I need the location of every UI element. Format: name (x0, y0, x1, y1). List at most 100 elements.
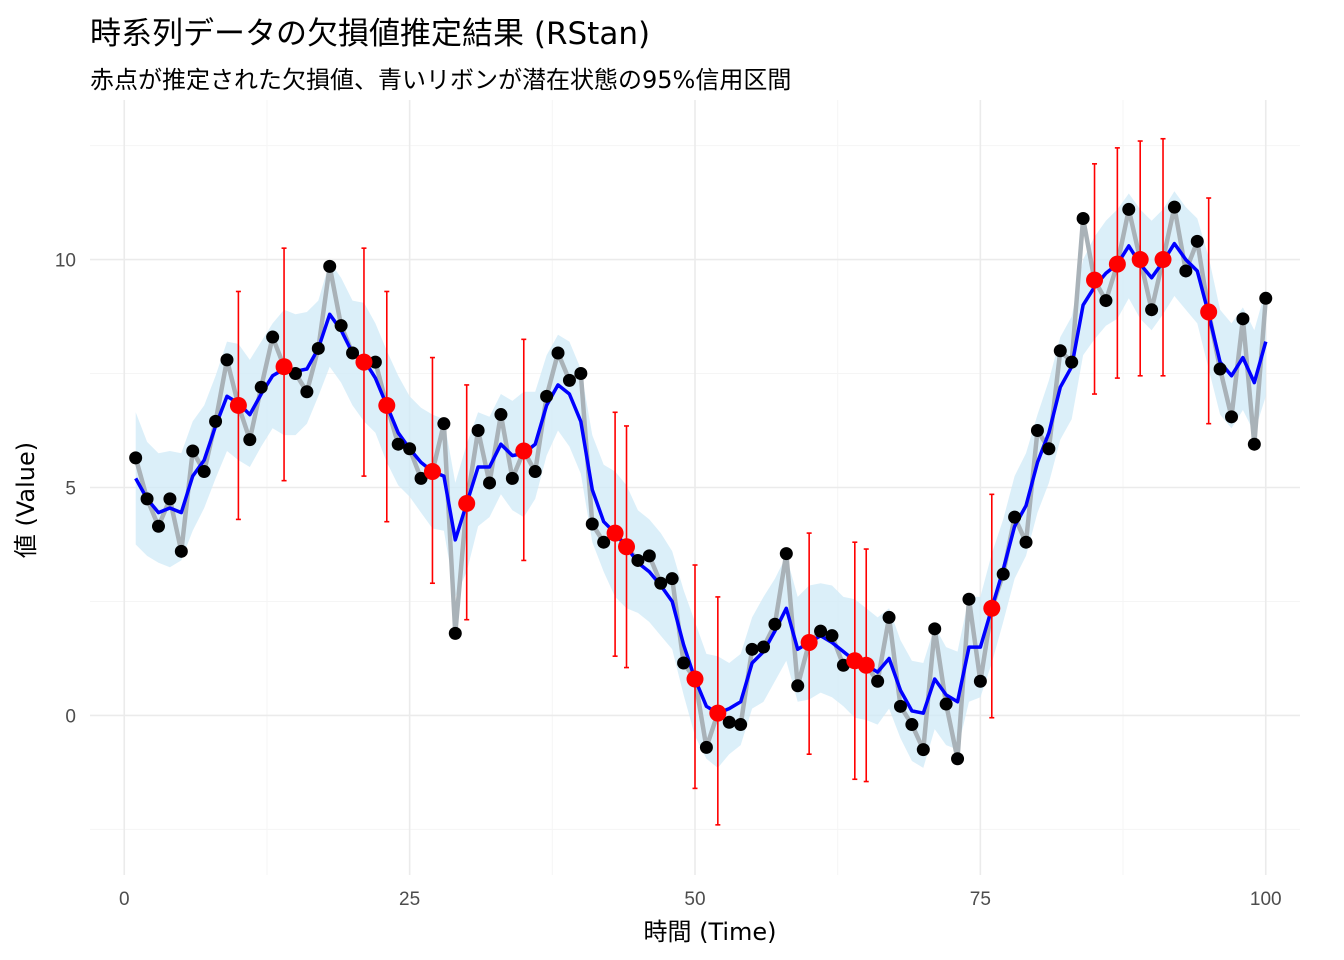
observed-point (574, 367, 588, 381)
x-axis-title: 時間 (Time) (643, 918, 776, 946)
observed-point (1030, 424, 1044, 438)
imputed-point (229, 396, 247, 414)
imputed-point (1154, 251, 1172, 269)
latent-mean-line (134, 241, 1268, 715)
observed-point (654, 576, 668, 590)
observed-point (791, 679, 805, 693)
imputed-point (275, 358, 293, 376)
observed-point (209, 414, 223, 428)
x-tick-label: 25 (399, 889, 420, 910)
observed-point (540, 389, 554, 403)
observed-point (403, 442, 417, 456)
observed-point (288, 367, 302, 381)
credible-ribbon-group (135, 191, 1266, 768)
observed-point (254, 380, 268, 394)
imputed-point (423, 463, 441, 481)
observed-point (1065, 355, 1079, 369)
imputed-point (458, 494, 476, 512)
imputed-point (1131, 251, 1149, 269)
x-tick-label: 75 (970, 889, 991, 910)
observed-point (939, 697, 953, 711)
observed-point (163, 492, 177, 506)
x-tick-label: 100 (1250, 889, 1282, 910)
observed-point (871, 674, 885, 688)
observed-point (437, 417, 451, 431)
observed-point (266, 330, 280, 344)
y-tick-label: 10 (55, 251, 76, 272)
y-tick-label: 5 (65, 479, 76, 500)
observed-point (882, 610, 896, 624)
observed-point (334, 319, 348, 333)
imputed-point (686, 670, 704, 688)
observed-point (951, 752, 965, 766)
observed-point (905, 718, 919, 732)
observed-point (1236, 312, 1250, 326)
observed-point (186, 444, 200, 458)
imputed-point (857, 656, 875, 674)
observed-point (1225, 410, 1239, 424)
observed-point (893, 699, 907, 713)
chart-title: 時系列データの欠損値推定結果 (RStan) (90, 16, 651, 52)
observed-point (996, 567, 1010, 581)
observed-point (174, 544, 188, 558)
observed-point (745, 642, 759, 656)
observed-point (300, 385, 314, 399)
observed-point (1213, 362, 1227, 376)
observed-point (391, 437, 405, 451)
observed-point (243, 433, 257, 447)
observed-point (928, 622, 942, 636)
observed-point (699, 740, 713, 754)
observed-point (825, 629, 839, 643)
observed-point (1042, 442, 1056, 456)
imputed-point (1086, 271, 1104, 289)
imputed-point (800, 634, 818, 651)
observed-point (220, 353, 234, 367)
observed-point (471, 424, 485, 438)
observed-point (1122, 202, 1136, 216)
observed-point (962, 592, 976, 606)
imputed-point (1200, 303, 1218, 321)
observed-point (1190, 234, 1204, 248)
observed-point (1076, 212, 1090, 226)
imputed-point (618, 538, 636, 556)
observed-point (1145, 303, 1159, 317)
observed-point (973, 674, 987, 688)
imputed-point (983, 599, 1001, 617)
imputed-point (355, 353, 373, 371)
observed-point (665, 572, 679, 586)
observed-point (585, 517, 599, 531)
observed-point (483, 476, 497, 490)
observed-point (1053, 344, 1067, 358)
observed-point (151, 519, 165, 533)
imputed-points-group (229, 251, 1218, 722)
observed-point (505, 471, 519, 485)
observed-point (1099, 294, 1113, 308)
observed-series-group (133, 204, 1269, 762)
observed-point (311, 341, 325, 355)
observed-point (140, 492, 154, 506)
observed-point (1259, 291, 1273, 305)
imputed-point (1108, 255, 1126, 273)
imputed-point (515, 442, 533, 460)
observed-point (677, 656, 691, 670)
y-tick-label: 0 (65, 706, 76, 727)
observed-series-line (133, 204, 1269, 762)
observed-point (368, 355, 382, 369)
latent-mean-group (134, 241, 1268, 715)
observed-point (779, 547, 793, 561)
observed-point (768, 617, 782, 631)
observed-point (414, 471, 428, 485)
observed-point (528, 465, 542, 479)
x-tick-label: 0 (119, 889, 130, 910)
x-tick-label: 50 (684, 889, 705, 910)
imputed-point (709, 704, 727, 722)
observed-point (1008, 510, 1022, 524)
observed-point (722, 715, 736, 729)
observed-point (642, 549, 656, 563)
observed-point (1167, 200, 1181, 214)
chart-subtitle: 赤点が推定された欠損値、青いリボンが潜在状態の95%信用区間 (90, 66, 792, 94)
observed-point (129, 451, 143, 465)
observed-point (494, 408, 508, 422)
observed-point (756, 640, 770, 654)
observed-point (448, 626, 462, 640)
